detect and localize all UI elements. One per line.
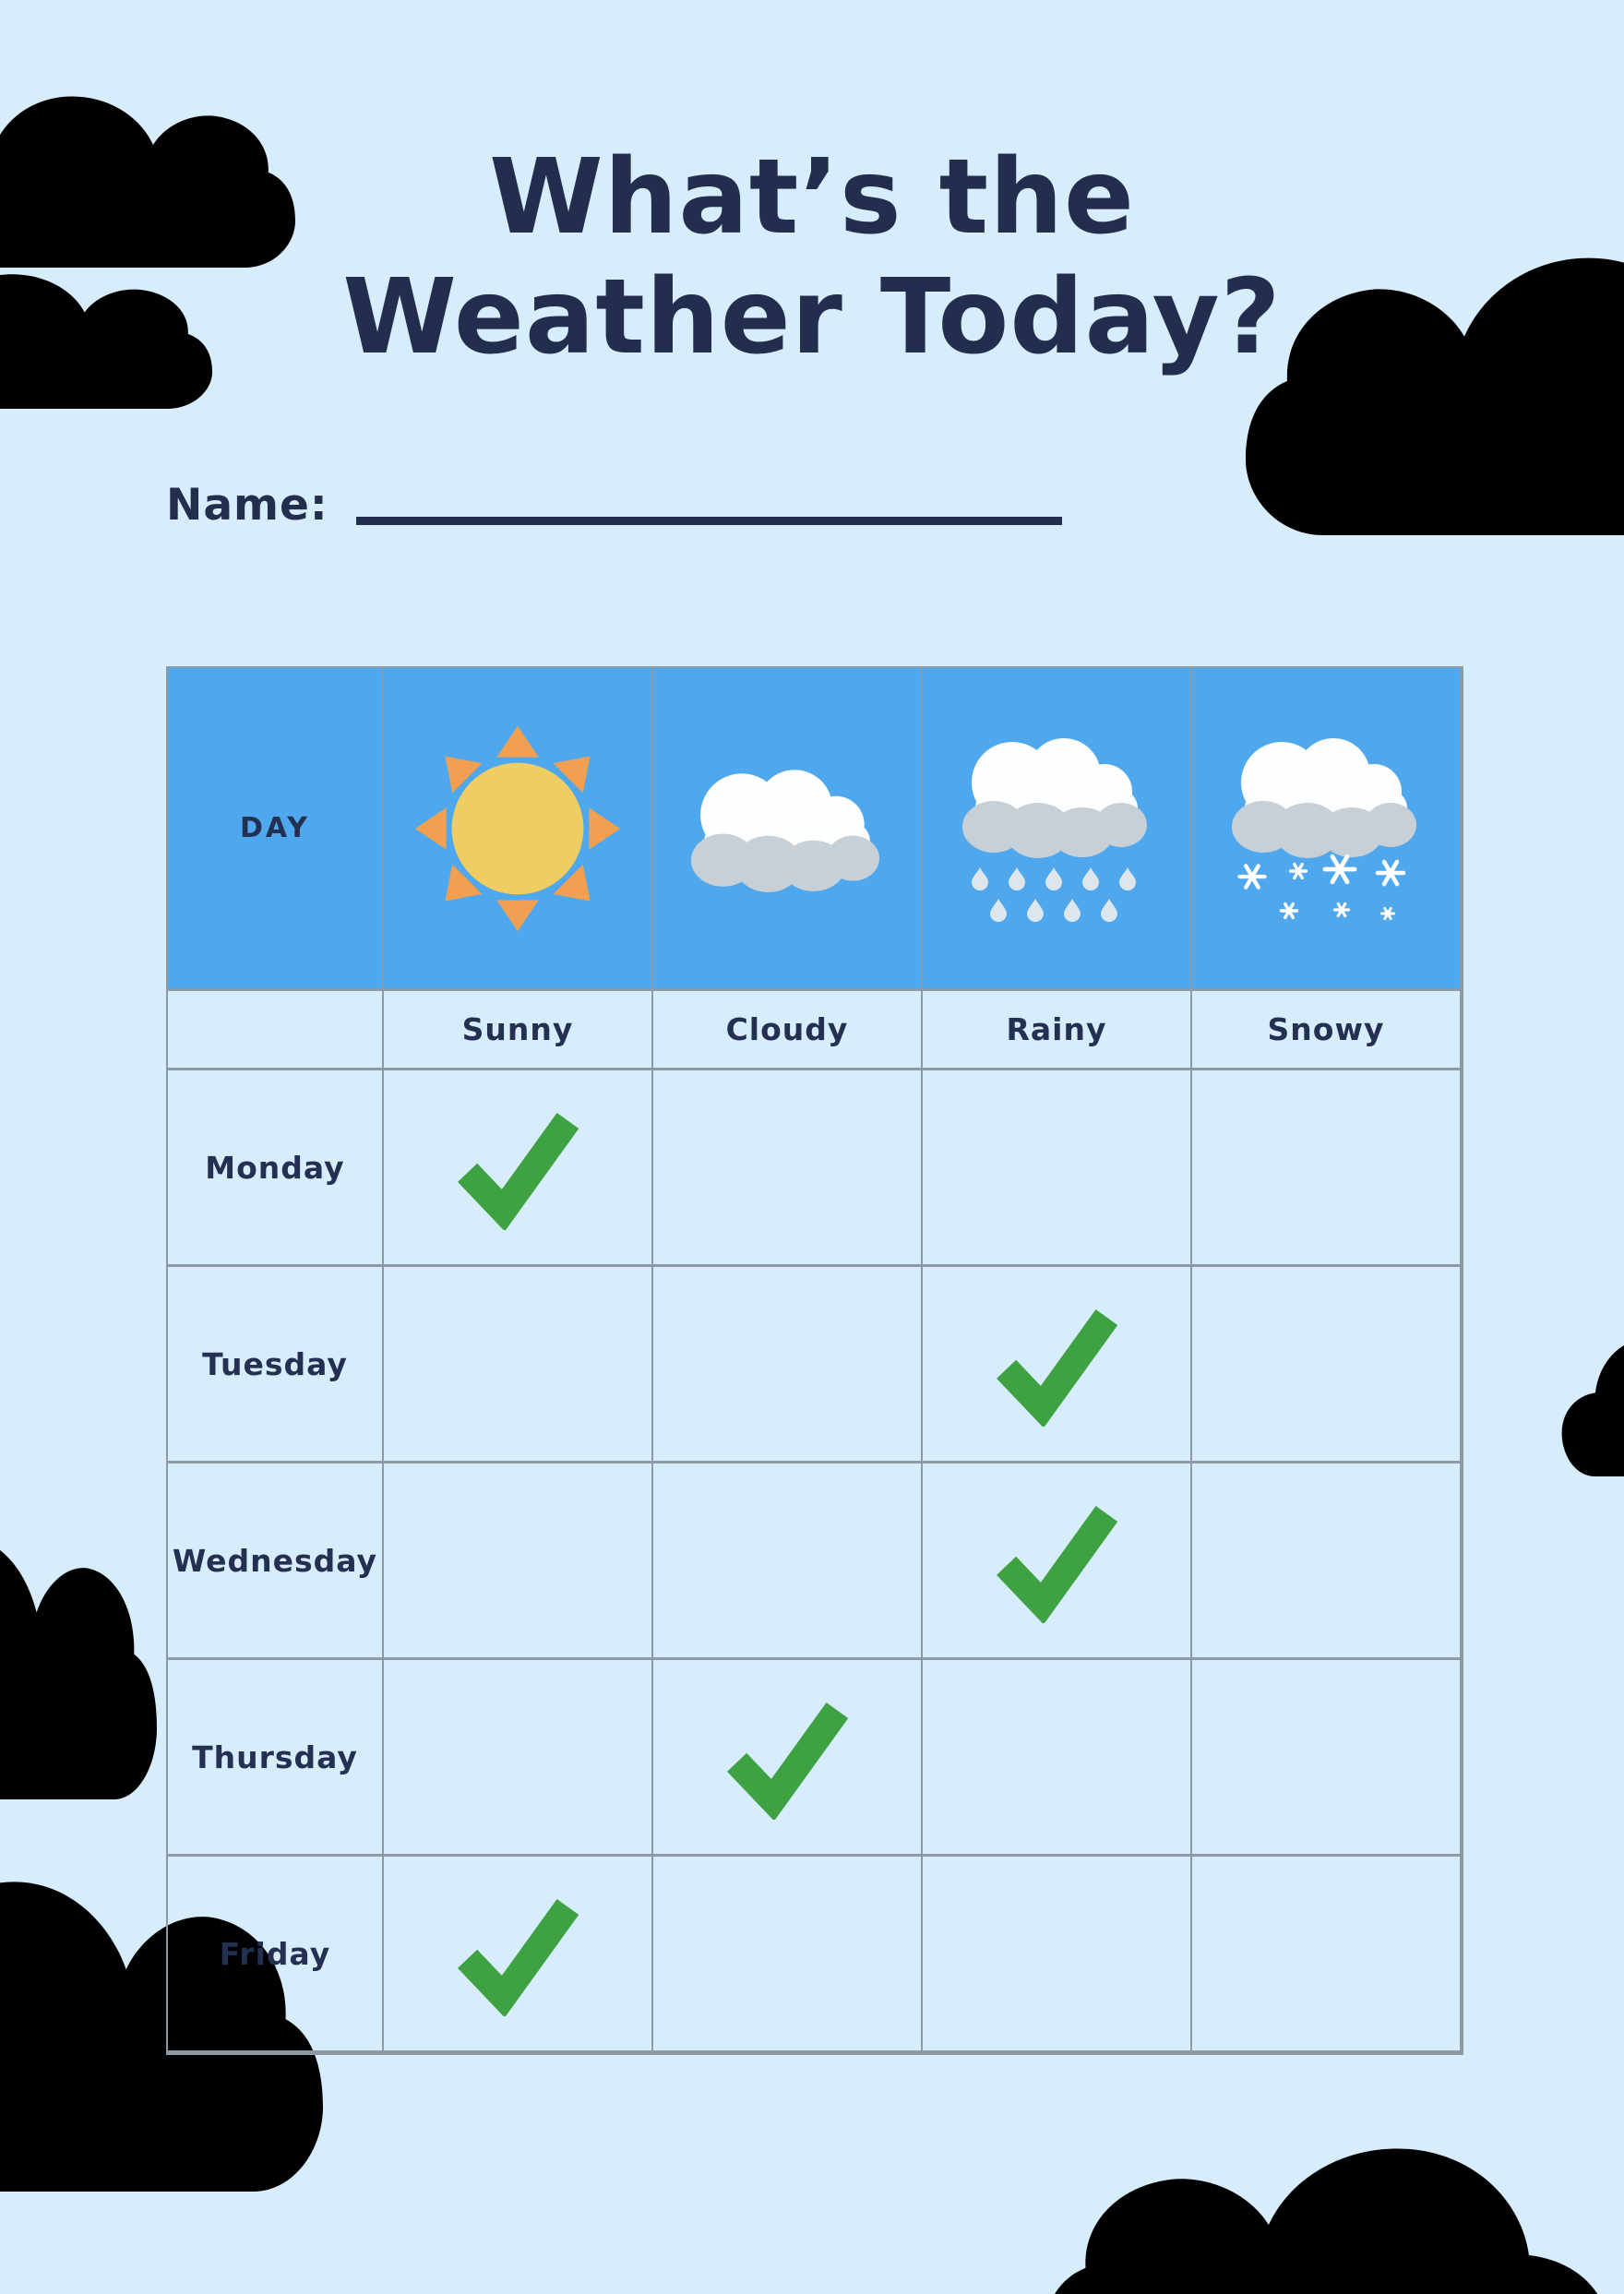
cell-friday-cloudy[interactable]	[653, 1857, 923, 2053]
rainy-header-cell	[923, 668, 1192, 991]
cell-wednesday-snowy[interactable]	[1192, 1464, 1462, 1660]
name-label: Name:	[166, 480, 328, 531]
check-icon	[458, 1112, 579, 1230]
name-row: Name:	[166, 480, 1460, 531]
day-label: Monday	[205, 1149, 345, 1186]
cell-tuesday-cloudy[interactable]	[653, 1267, 923, 1464]
title-line-1: What’s the	[489, 137, 1135, 257]
cell-monday-rainy[interactable]	[923, 1070, 1192, 1267]
cloudy-label: Cloudy	[725, 1011, 849, 1047]
cell-thursday-snowy[interactable]	[1192, 1660, 1462, 1857]
snowy-label-cell: Snowy	[1192, 991, 1462, 1070]
check-icon	[997, 1308, 1118, 1427]
check-icon	[458, 1898, 579, 2016]
cell-friday-snowy[interactable]	[1192, 1857, 1462, 2053]
cell-tuesday-sunny[interactable]	[384, 1267, 653, 1464]
rainy-icon	[962, 738, 1147, 922]
sun-icon	[414, 725, 621, 931]
cloudy-icon	[690, 769, 880, 892]
day-label-cell: Monday	[168, 1070, 384, 1267]
cell-wednesday-rainy[interactable]	[923, 1464, 1192, 1660]
background-cloud	[1043, 2148, 1609, 2294]
cell-wednesday-cloudy[interactable]	[653, 1464, 923, 1660]
cell-monday-sunny[interactable]	[384, 1070, 653, 1267]
name-input-line[interactable]	[355, 517, 1062, 525]
check-icon	[997, 1505, 1118, 1623]
day-label-cell: Thursday	[168, 1660, 384, 1857]
cell-thursday-cloudy[interactable]	[653, 1660, 923, 1857]
sunny-label-cell: Sunny	[384, 991, 653, 1070]
cell-monday-snowy[interactable]	[1192, 1070, 1462, 1267]
cell-friday-rainy[interactable]	[923, 1857, 1192, 2053]
weather-table: DAY	[166, 666, 1463, 2055]
check-icon	[727, 1702, 849, 1820]
sunny-label: Sunny	[461, 1011, 574, 1047]
day-header-label: DAY	[240, 812, 310, 844]
background-cloud	[0, 1538, 157, 1799]
cell-wednesday-sunny[interactable]	[384, 1464, 653, 1660]
day-label: Wednesday	[172, 1542, 378, 1579]
cell-tuesday-snowy[interactable]	[1192, 1267, 1462, 1464]
page-title: What’s the Weather Today?	[0, 137, 1624, 378]
sunny-header-cell	[384, 668, 653, 991]
rainy-label: Rainy	[1006, 1011, 1107, 1047]
snowy-header-cell	[1192, 668, 1462, 991]
snowy-icon	[1232, 738, 1416, 921]
rainy-label-cell: Rainy	[923, 991, 1192, 1070]
background-cloud	[1561, 1337, 1624, 1476]
snowy-label: Snowy	[1267, 1011, 1385, 1047]
cell-thursday-rainy[interactable]	[923, 1660, 1192, 1857]
cloudy-label-cell: Cloudy	[653, 991, 923, 1070]
cell-thursday-sunny[interactable]	[384, 1660, 653, 1857]
cell-tuesday-rainy[interactable]	[923, 1267, 1192, 1464]
day-label-cell: Wednesday	[168, 1464, 384, 1660]
cloudy-header-cell	[653, 668, 923, 991]
day-label-cell: Tuesday	[168, 1267, 384, 1464]
day-column-header: DAY	[168, 668, 384, 991]
cell-monday-cloudy[interactable]	[653, 1070, 923, 1267]
day-label: Friday	[219, 1935, 331, 1972]
day-label: Tuesday	[202, 1345, 348, 1382]
cell-friday-sunny[interactable]	[384, 1857, 653, 2053]
day-label-cell: Friday	[168, 1857, 384, 2053]
label-spacer-cell	[168, 991, 384, 1070]
title-line-2: Weather Today?	[342, 257, 1282, 377]
day-label: Thursday	[192, 1738, 358, 1775]
